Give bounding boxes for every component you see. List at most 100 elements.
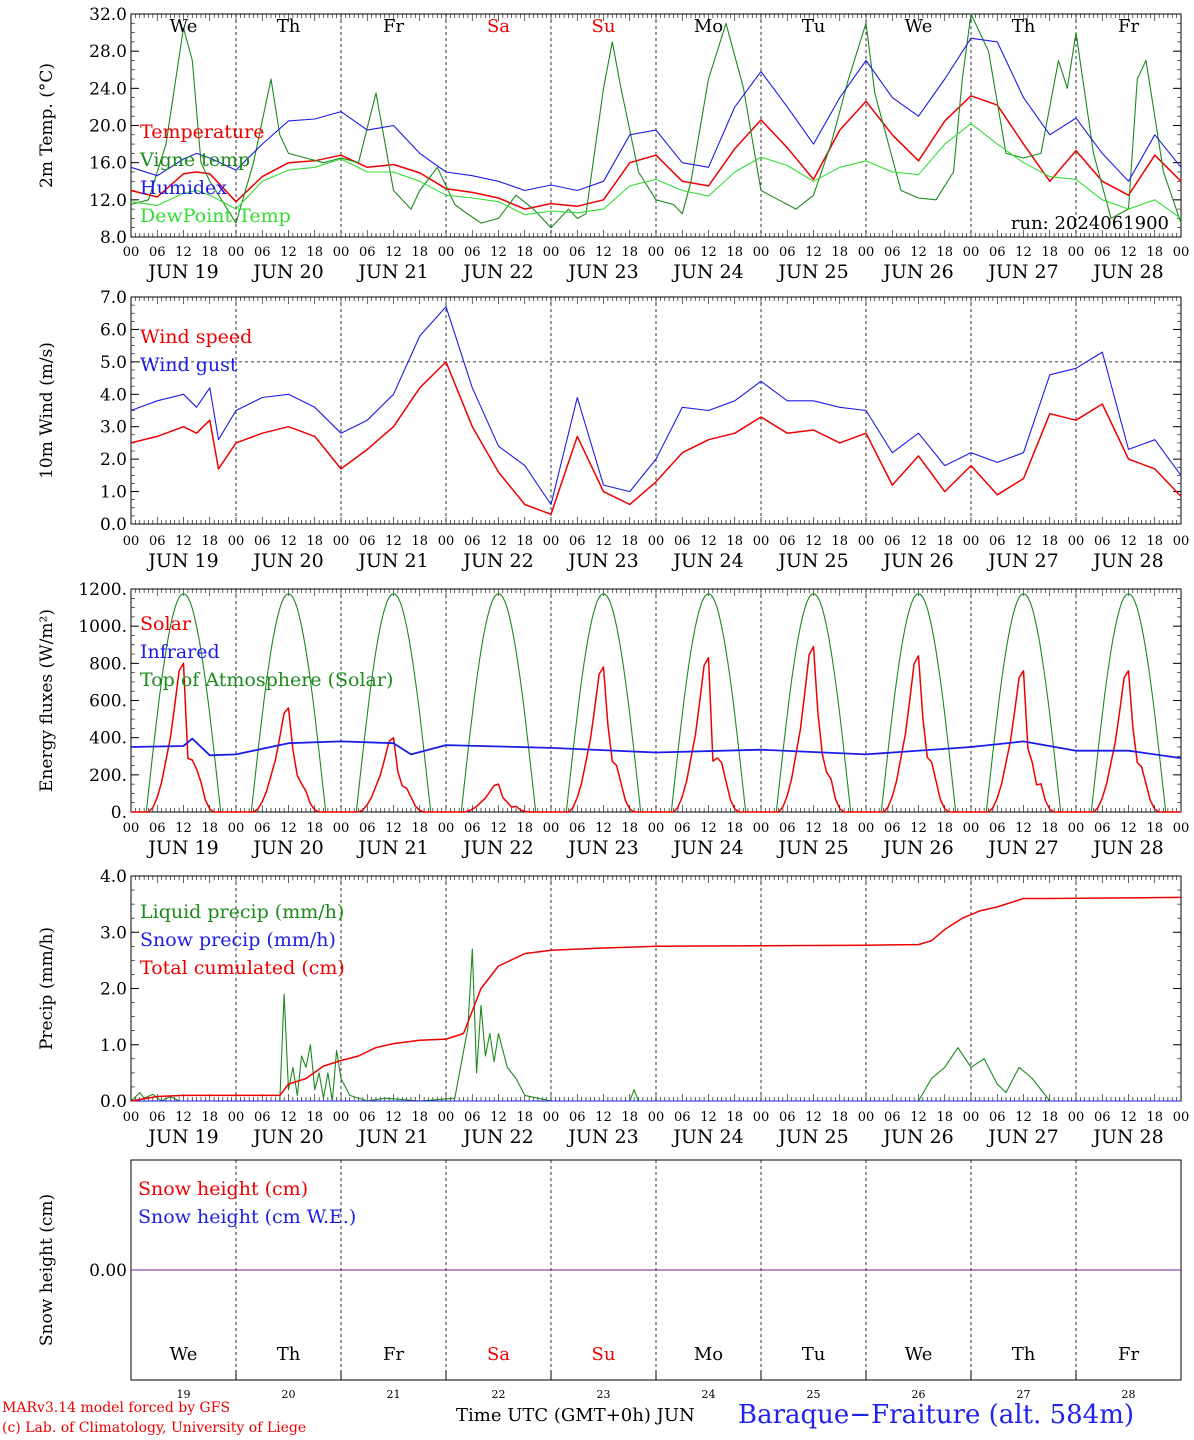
hour-tick-label: 06	[359, 1110, 376, 1125]
hour-tick-label: 06	[359, 821, 376, 836]
hour-tick-label: 00	[963, 821, 980, 836]
hour-tick-label: 00	[123, 1110, 140, 1125]
hour-tick-label: 18	[411, 245, 428, 260]
date-label: JUN 27	[986, 550, 1058, 572]
hour-tick-label: 00	[963, 245, 980, 260]
legend-entry: DewPoint Temp	[140, 205, 291, 227]
hour-tick-label: 12	[175, 821, 192, 836]
hour-tick-label: 12	[910, 1110, 927, 1125]
y-tick-label: 16.0	[89, 154, 127, 174]
hour-tick-label: 00	[228, 821, 245, 836]
hour-tick-label: 18	[306, 1110, 323, 1125]
hour-tick-label: 12	[805, 245, 822, 260]
hour-tick-label: 06	[779, 821, 796, 836]
day-of-month-label: 26	[912, 1388, 926, 1401]
date-label: JUN 20	[251, 550, 323, 572]
date-label: JUN 19	[146, 1126, 218, 1148]
x-axis-title: Time UTC (GMT+0h) JUN	[456, 1405, 695, 1426]
panel-snow: 0.00 Snow height (cm) Snow height (cm) Snow…	[37, 1159, 1182, 1401]
hour-tick-label: 00	[1068, 1110, 1085, 1125]
y-tick-label: 200.	[89, 766, 127, 786]
date-label: JUN 20	[251, 261, 323, 283]
hour-tick-label: 06	[254, 245, 271, 260]
hour-tick-label: 00	[858, 1110, 875, 1125]
run-label: run: 2024061900	[1011, 213, 1169, 234]
hour-tick-label: 12	[700, 245, 717, 260]
hour-tick-label: 00	[753, 821, 770, 836]
date-label: JUN 21	[356, 837, 428, 859]
hour-tick-label: 12	[700, 821, 717, 836]
date-label: JUN 28	[1091, 261, 1163, 283]
series-dewpoint-temp	[130, 123, 1182, 219]
hour-tick-label: 18	[621, 534, 638, 549]
hour-tick-label: 18	[516, 534, 533, 549]
y-tick-label: 4.0	[100, 385, 127, 405]
weekday-label: Tu	[802, 16, 826, 37]
legend-entry: Temperature	[140, 121, 264, 143]
hour-tick-label: 06	[989, 821, 1006, 836]
date-label: JUN 26	[881, 261, 953, 283]
y-tick-label: 0.0	[100, 1092, 127, 1112]
hour-tick-label: 18	[201, 245, 218, 260]
day-of-month-label: 25	[807, 1388, 821, 1401]
hour-tick-label: 18	[516, 245, 533, 260]
y-tick-label: 0.00	[89, 1261, 127, 1281]
hour-tick-label: 00	[858, 534, 875, 549]
panel-flux: 0. 200. 400. 600. 800. 1000. 1200. Energy fluxe…	[37, 580, 1189, 859]
hour-tick-label: 18	[621, 1110, 638, 1125]
hour-tick-label: 12	[385, 1110, 402, 1125]
hour-tick-label: 06	[1094, 534, 1111, 549]
hour-tick-label: 06	[149, 245, 166, 260]
series-liquid-precip-mm-h-	[130, 948, 1181, 1102]
hour-tick-label: 06	[674, 245, 691, 260]
y-axis-label: 10m Wind (m/s)	[37, 342, 57, 479]
hour-tick-label: 00	[963, 534, 980, 549]
hour-tick-label: 00	[858, 245, 875, 260]
weekday-label: Su	[592, 1344, 616, 1365]
hour-tick-label: 00	[543, 245, 560, 260]
hour-tick-label: 00	[963, 1110, 980, 1125]
weekday-label: We	[905, 1344, 933, 1365]
date-label: JUN 27	[986, 837, 1058, 859]
date-label: JUN 26	[881, 550, 953, 572]
date-label: JUN 24	[671, 550, 743, 572]
date-label: JUN 23	[566, 261, 638, 283]
hour-tick-label: 12	[175, 534, 192, 549]
hour-tick-label: 06	[674, 821, 691, 836]
y-tick-label: 2.0	[100, 980, 127, 1000]
credit-model: MARv3.14 model forced by GFS	[2, 1400, 231, 1416]
hour-tick-label: 12	[490, 534, 507, 549]
legend-entry: Snow height (cm)	[138, 1178, 308, 1200]
hour-tick-label: 06	[464, 1110, 481, 1125]
date-label: JUN 22	[461, 550, 533, 572]
hour-tick-label: 18	[726, 534, 743, 549]
date-label: JUN 28	[1091, 837, 1163, 859]
hour-tick-label: 06	[674, 534, 691, 549]
hour-tick-label: 12	[1120, 821, 1137, 836]
hour-tick-label: 12	[1015, 821, 1032, 836]
day-of-month-label: 23	[597, 1388, 611, 1401]
hour-tick-label: 00	[1068, 534, 1085, 549]
hour-tick-label: 18	[726, 821, 743, 836]
hour-tick-label: 00	[1068, 821, 1085, 836]
series-total-cumulated-cm-	[130, 896, 1182, 1102]
date-label: JUN 20	[251, 1126, 323, 1148]
hour-tick-label: 18	[411, 821, 428, 836]
hour-tick-label: 18	[936, 245, 953, 260]
hour-tick-label: 18	[936, 821, 953, 836]
date-label: JUN 27	[986, 1126, 1058, 1148]
y-tick-label: 6.0	[100, 320, 127, 340]
hour-tick-label: 06	[254, 534, 271, 549]
hour-tick-label: 18	[831, 1110, 848, 1125]
hour-tick-label: 06	[254, 821, 271, 836]
hour-tick-label: 00	[1173, 245, 1190, 260]
date-label: JUN 26	[881, 837, 953, 859]
y-tick-label: 1000.	[78, 617, 127, 637]
y-axis-label: Precip (mm/h)	[37, 927, 57, 1050]
hour-tick-label: 00	[228, 1110, 245, 1125]
hour-tick-label: 00	[333, 534, 350, 549]
hour-tick-label: 06	[884, 245, 901, 260]
hour-tick-label: 06	[464, 821, 481, 836]
hour-tick-label: 18	[831, 821, 848, 836]
hour-tick-label: 06	[1094, 1110, 1111, 1125]
